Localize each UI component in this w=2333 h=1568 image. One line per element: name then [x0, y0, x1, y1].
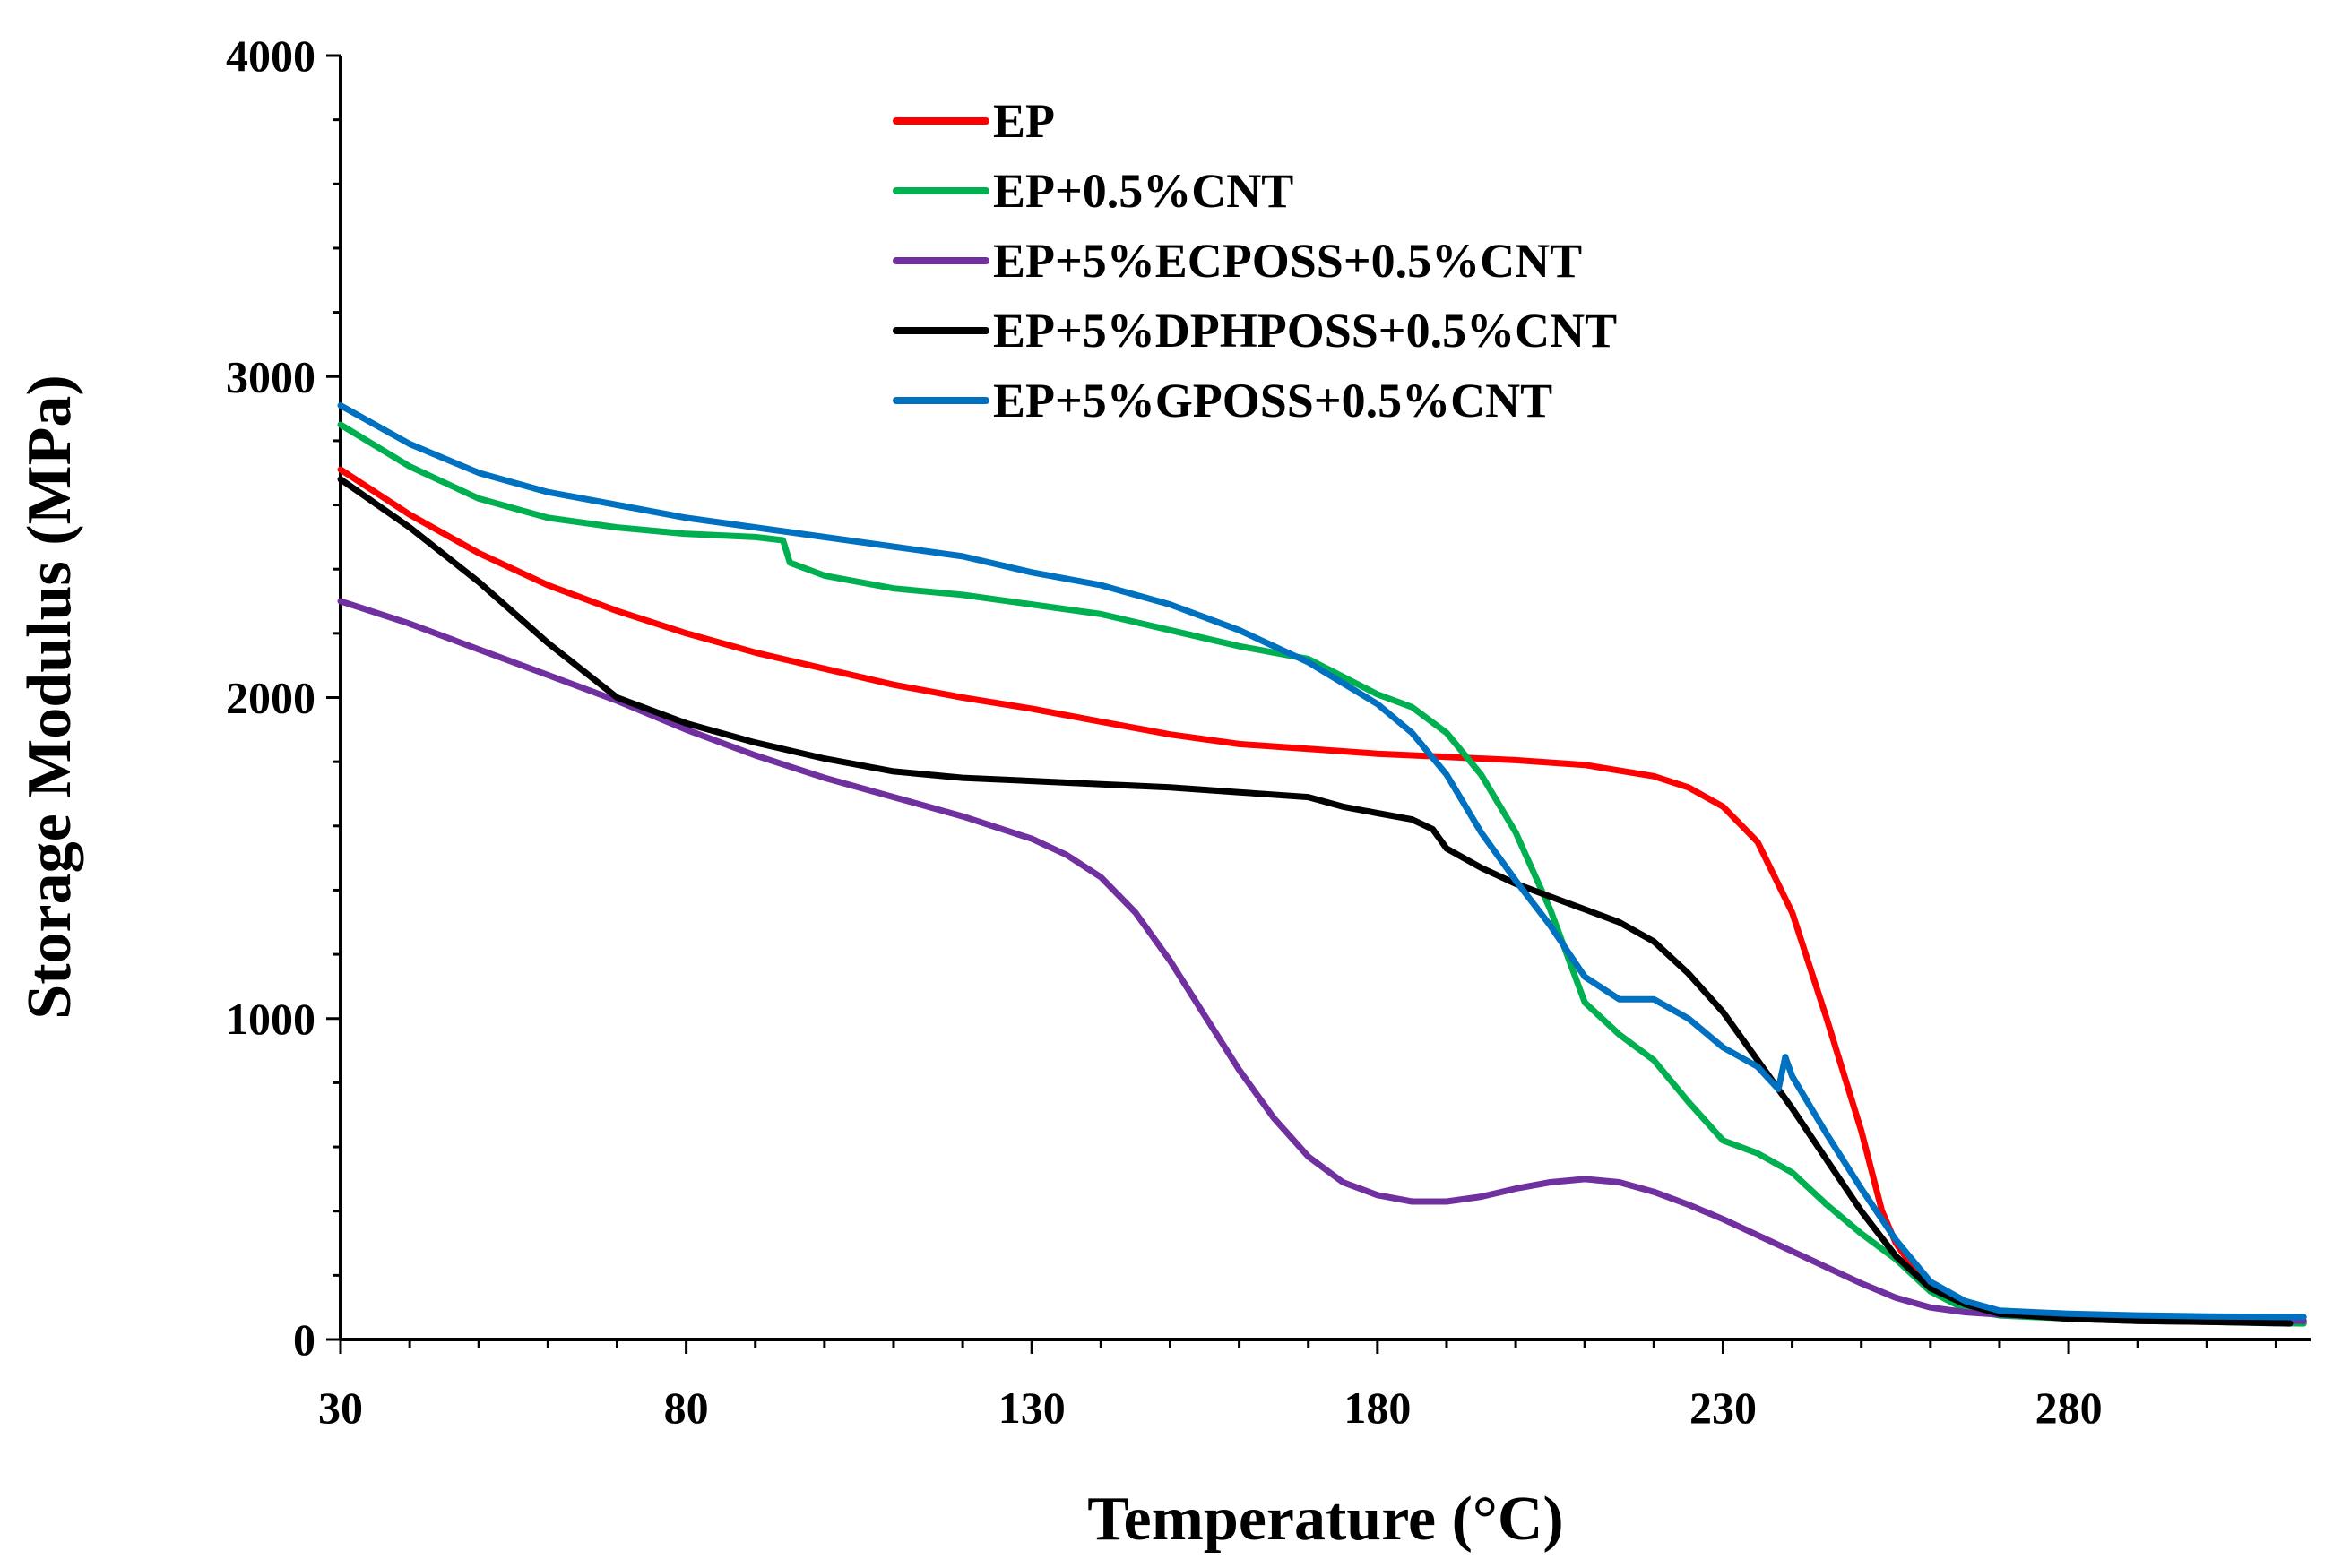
x-tick-label: 30: [318, 1383, 363, 1433]
x-tick-label: 230: [1689, 1383, 1757, 1433]
series-group: [337, 402, 2307, 1327]
y-tick-label: 2000: [226, 673, 315, 723]
series-line-0: [337, 466, 2307, 1326]
x-tick-label: 280: [2035, 1383, 2103, 1433]
y-tick-label: 0: [293, 1314, 315, 1365]
x-axis-title: Temperature (°C): [1087, 1485, 1564, 1554]
legend-label: EP+5%GPOSS+0.5%CNT: [993, 374, 1552, 427]
y-axis-title: Storage Modulus (MPa): [15, 375, 84, 1019]
x-tick-label: 180: [1344, 1383, 1411, 1433]
series-line-4: [337, 402, 2307, 1321]
series-line-2: [337, 598, 2307, 1324]
y-ticks: 0 1000 2000 3000 4000: [226, 30, 341, 1365]
y-tick-label: 4000: [226, 30, 315, 81]
legend-label: EP+0.5%CNT: [993, 164, 1293, 218]
series-line-1: [337, 421, 2307, 1327]
x-tick-label: 80: [664, 1383, 709, 1433]
y-tick-label: 1000: [226, 994, 315, 1044]
legend: EP EP+0.5%CNT EP+5%ECPOSS+0.5%CNT EP+5%DPHP…: [893, 94, 1617, 427]
legend-label: EP+5%ECPOSS+0.5%CNT: [993, 234, 1582, 288]
legend-label: EP+5%DPHPOSS+0.5%CNT: [993, 304, 1617, 358]
y-tick-label: 3000: [226, 351, 315, 401]
series-line-3: [337, 476, 2294, 1327]
x-tick-label: 130: [998, 1383, 1066, 1433]
x-ticks: 30 80 130 180 230 280: [318, 1340, 2277, 1433]
legend-label: EP: [993, 94, 1055, 148]
